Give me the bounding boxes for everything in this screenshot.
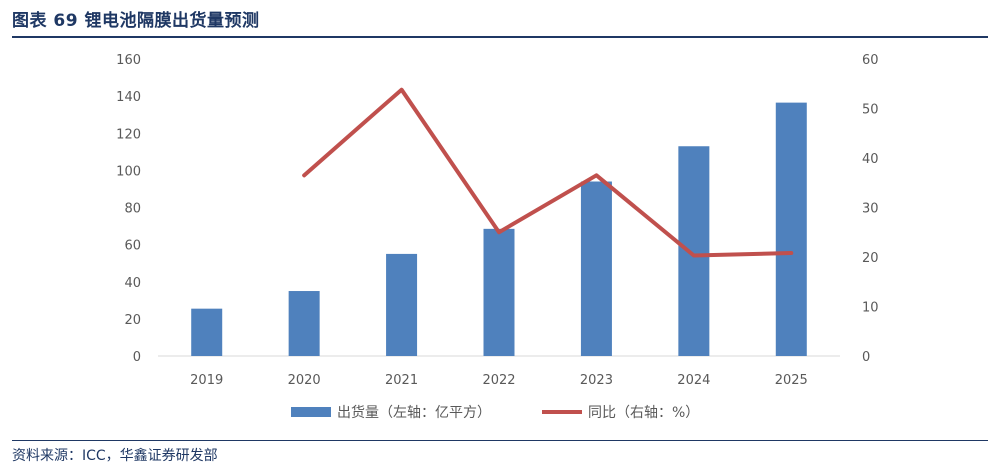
- x-tick-label: 2024: [677, 373, 710, 388]
- right-tick-label: 0: [862, 350, 870, 365]
- left-tick-label: 20: [124, 313, 141, 328]
- right-tick-label: 10: [862, 301, 879, 316]
- left-tick-label: 40: [124, 276, 141, 291]
- legend-swatch-bar: [291, 407, 331, 417]
- bar-2024: [678, 146, 710, 356]
- bar-2023: [580, 181, 612, 356]
- x-tick-label: 2021: [385, 373, 418, 388]
- source-note: 资料来源：ICC，华鑫证券研发部: [12, 448, 218, 464]
- left-tick-label: 0: [133, 350, 141, 365]
- legend-label-bar: 出货量（左轴：亿平方）: [337, 404, 491, 421]
- right-tick-label: 60: [862, 53, 879, 68]
- right-tick-label: 50: [862, 103, 879, 118]
- x-tick-label: 2023: [580, 373, 613, 388]
- left-tick-label: 140: [116, 90, 141, 105]
- right-tick-label: 30: [862, 202, 879, 217]
- bar-2021: [386, 253, 418, 356]
- bar-2025: [775, 102, 807, 356]
- legend: 出货量（左轴：亿平方） 同比（右轴：%）: [291, 404, 699, 421]
- right-tick-label: 40: [862, 152, 879, 167]
- yoy-line: [302, 87, 794, 258]
- x-tick-label: 2022: [482, 373, 515, 388]
- bar-2020: [288, 291, 320, 356]
- x-tick-label: 2020: [288, 373, 321, 388]
- left-tick-label: 60: [124, 239, 141, 254]
- bar-2022: [483, 228, 515, 356]
- title-rule: [12, 36, 988, 38]
- right-tick-label: 20: [862, 251, 879, 266]
- left-tick-label: 160: [116, 53, 141, 68]
- left-tick-label: 80: [124, 202, 141, 217]
- line-series-group: [302, 87, 794, 258]
- left-axis: 0 20 40 60 80 100 120 140 160: [116, 53, 141, 365]
- bar-2019: [191, 308, 223, 356]
- figure-title: 图表 69 锂电池隔膜出货量预测: [12, 11, 260, 31]
- left-tick-label: 100: [116, 164, 141, 179]
- bar-series: [191, 102, 807, 356]
- x-axis: 2019 2020 2021 2022 2023 2024 2025: [190, 373, 808, 388]
- legend-label-line: 同比（右轴：%）: [588, 405, 699, 421]
- x-tick-label: 2019: [190, 373, 223, 388]
- x-tick-label: 2025: [775, 373, 808, 388]
- right-axis: 0 10 20 30 40 50 60: [862, 53, 879, 365]
- left-tick-label: 120: [116, 127, 141, 142]
- source-rule: [12, 440, 988, 441]
